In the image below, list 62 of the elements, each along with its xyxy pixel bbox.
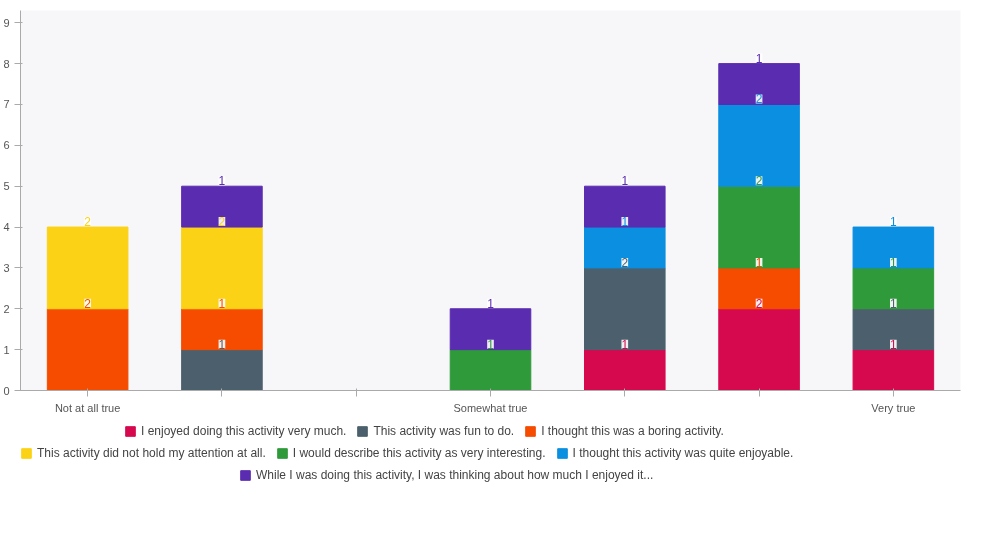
data-label: 1	[621, 337, 629, 352]
y-tick-label: 5	[3, 180, 10, 193]
data-label: 1	[755, 51, 763, 66]
data-label: 1	[218, 296, 226, 311]
data-label: 1	[487, 296, 495, 311]
y-tick-label: 7	[3, 98, 10, 111]
legend-label: I thought this activity was quite enjoyable.	[572, 446, 794, 460]
legend-label: While I was doing this activity, I was thinking about how much I enjoyed it...	[256, 468, 654, 482]
y-tick-label: 4	[3, 221, 10, 234]
bar	[181, 226, 263, 310]
bar	[852, 349, 935, 391]
data-label: 1	[755, 255, 763, 270]
data-label: 1	[621, 174, 629, 189]
bar	[584, 267, 666, 351]
data-label: 1	[487, 337, 495, 352]
y-tick-label: 2	[3, 302, 10, 315]
data-label: 1	[218, 337, 226, 352]
bar	[449, 349, 532, 391]
x-tick-label: Not at all true	[54, 401, 121, 414]
data-label: 1	[890, 215, 898, 230]
y-tick-label: 6	[3, 139, 10, 152]
x-tick-label: Somewhat true	[453, 401, 528, 414]
bar	[584, 349, 666, 391]
legend-label: I enjoyed doing this activity very much.	[141, 424, 347, 438]
bar	[584, 185, 666, 228]
legend-label: This activity did not hold my attention at all.	[37, 446, 266, 460]
y-tick-label: 3	[3, 261, 10, 274]
bar	[718, 103, 800, 187]
data-label: 2	[84, 215, 92, 230]
data-label: 1	[890, 255, 898, 270]
bar	[449, 308, 532, 351]
bar	[46, 308, 129, 391]
data-label: 2	[755, 92, 763, 107]
data-label: 1	[218, 174, 226, 189]
data-label: 1	[890, 296, 898, 311]
legend-label: I would describe this activity as very interesting.	[292, 446, 546, 460]
legend-label: I thought this was a boring activity.	[541, 424, 724, 438]
bar	[46, 226, 129, 310]
data-label: 2	[755, 174, 763, 189]
data-label: 1	[621, 215, 629, 230]
bar	[181, 349, 263, 391]
y-tick-label: 8	[3, 57, 10, 70]
bar	[718, 267, 800, 310]
bar	[584, 226, 666, 269]
bar	[852, 267, 935, 310]
bar	[852, 226, 935, 269]
bar	[718, 63, 800, 105]
legend-label: This activity was fun to do.	[373, 424, 515, 438]
bar	[852, 308, 935, 351]
data-label: 2	[755, 296, 763, 311]
y-tick-label: 0	[3, 384, 10, 397]
bar	[718, 185, 800, 269]
bar	[181, 185, 263, 228]
data-label: 2	[621, 255, 629, 270]
y-tick-label: 1	[3, 343, 10, 356]
y-tick-label: 9	[3, 16, 10, 29]
data-label: 1	[890, 337, 898, 352]
x-tick-label: Very true	[871, 401, 916, 414]
bar	[718, 308, 800, 391]
bar	[181, 308, 263, 351]
data-label: 2	[84, 296, 92, 311]
data-label: 2	[218, 215, 226, 230]
